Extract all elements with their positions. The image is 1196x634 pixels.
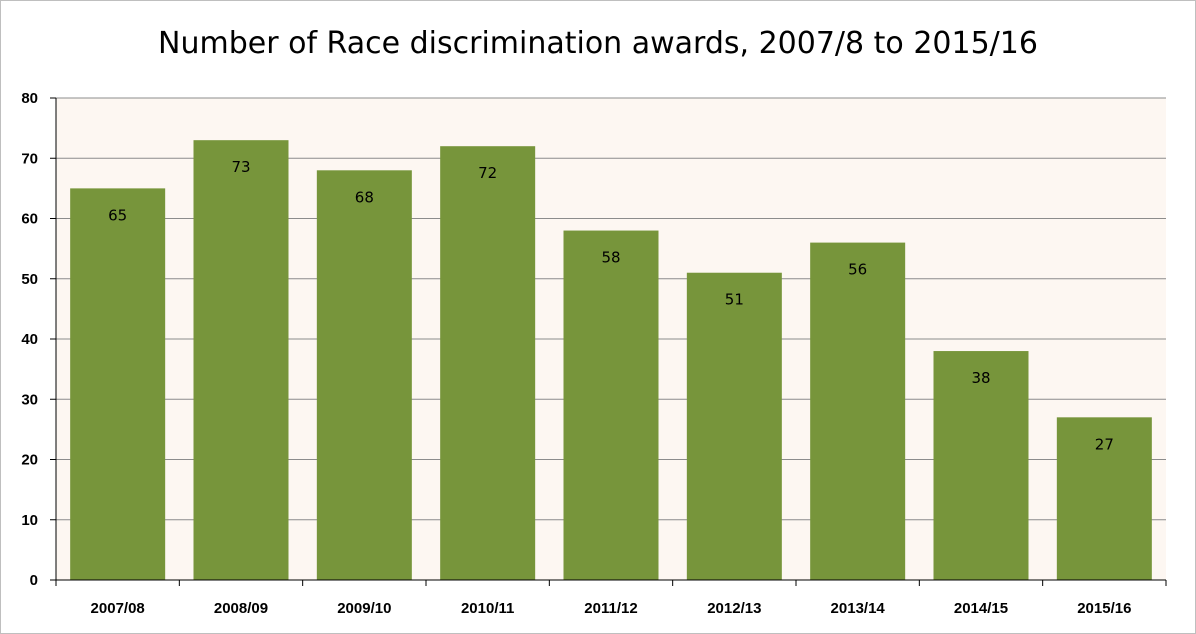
x-tick-label: 2011/12: [584, 600, 637, 617]
x-tick-label: 2008/09: [214, 600, 268, 617]
bar: [193, 140, 289, 581]
data-label: 73: [231, 158, 250, 176]
y-tick-label: 60: [21, 211, 38, 228]
y-tick-label: 40: [21, 331, 38, 348]
bar: [1056, 417, 1152, 580]
data-label: 38: [971, 369, 990, 387]
x-tick-label: 2010/11: [461, 600, 514, 617]
bar: [70, 188, 166, 580]
bar: [933, 351, 1029, 580]
y-tick-label: 0: [30, 572, 38, 589]
x-tick-label: 2015/16: [1077, 600, 1131, 617]
y-tick-label: 80: [21, 90, 38, 107]
x-axis: 2007/08 2008/09 2009/10 2010/11 2011/12 2012/…: [55, 579, 1167, 617]
data-labels: 65 73 68 72 58 51 56 38 27: [108, 158, 1114, 453]
data-label: 51: [725, 291, 744, 309]
y-tick-label: 30: [21, 391, 38, 408]
bar: [686, 272, 782, 580]
x-tick-label: 2007/08: [91, 600, 145, 617]
x-tick-label: 2014/15: [954, 600, 1008, 617]
y-tick-label: 20: [21, 452, 38, 469]
bar: [810, 242, 906, 580]
data-label: 58: [601, 249, 620, 267]
data-label: 27: [1095, 435, 1114, 453]
data-label: 56: [848, 261, 867, 279]
x-tick-label: 2009/10: [337, 600, 391, 617]
y-tick-label: 70: [21, 150, 38, 167]
y-tick-label: 50: [21, 271, 38, 288]
bar: [563, 230, 659, 581]
data-label: 68: [355, 188, 374, 206]
chart-title: Number of Race discrimination awards, 20…: [158, 26, 1038, 61]
x-tick-label: 2013/14: [831, 600, 886, 617]
data-label: 65: [108, 206, 127, 224]
y-tick-label: 10: [21, 512, 38, 529]
data-label: 72: [478, 164, 497, 182]
bar: [440, 146, 536, 580]
y-axis: 0 10 20 30 40 50 60 70 80: [21, 90, 57, 589]
bar: [316, 170, 412, 581]
bars: [70, 140, 1152, 581]
x-tick-label: 2012/13: [707, 600, 761, 617]
